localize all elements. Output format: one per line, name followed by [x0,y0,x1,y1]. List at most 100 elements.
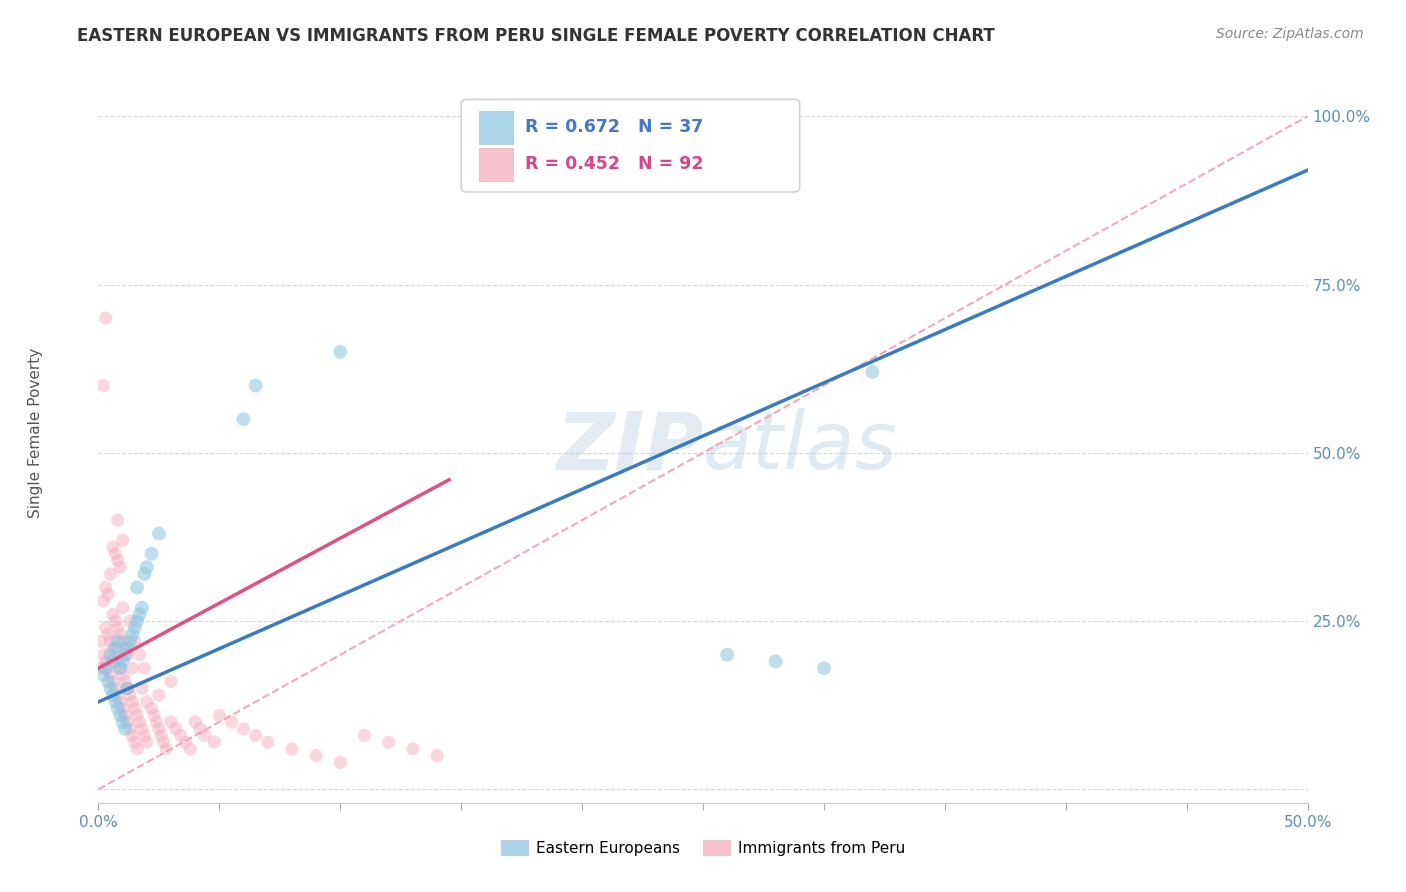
Point [155,742,177,756]
Point [426,748,449,763]
Point [148,688,170,702]
Point [111,533,134,548]
Point [121,729,143,743]
Point [107,701,129,715]
Point [128,607,150,622]
Point [305,748,328,763]
Point [329,756,352,770]
Point [100,668,122,682]
Point [108,627,131,641]
Point [135,695,157,709]
Point [117,681,139,696]
Point [111,668,134,682]
Point [131,600,153,615]
Text: EASTERN EUROPEAN VS IMMIGRANTS FROM PERU SINGLE FEMALE POVERTY CORRELATION CHART: EASTERN EUROPEAN VS IMMIGRANTS FROM PERU… [77,27,995,45]
Point [128,714,150,729]
Point [91,378,114,392]
Text: atlas: atlas [703,409,898,486]
Point [860,365,883,379]
FancyBboxPatch shape [461,99,800,192]
Point [104,547,127,561]
Point [117,681,139,696]
Point [118,634,141,648]
Point [114,722,136,736]
Point [100,634,122,648]
Text: ZIP: ZIP [555,409,703,486]
Point [117,640,139,655]
Point [813,661,835,675]
Text: R = 0.452   N = 92: R = 0.452 N = 92 [526,155,704,173]
Point [108,661,131,675]
Point [111,714,134,729]
Point [127,614,149,628]
Point [128,648,150,662]
Point [160,674,183,689]
Point [174,735,197,749]
Point [169,729,191,743]
Point [111,600,134,615]
Point [94,621,117,635]
Point [117,648,139,662]
Point [101,674,124,689]
Point [204,735,226,749]
Point [245,729,267,743]
Point [121,627,143,641]
Point [245,378,267,392]
Point [232,722,254,736]
Point [101,607,124,622]
Point [118,688,141,702]
Point [104,681,127,696]
Point [377,735,399,749]
Point [108,695,131,709]
Point [188,722,211,736]
Bar [479,147,513,181]
Point [108,708,131,723]
Point [101,655,124,669]
Bar [479,111,513,144]
Point [90,634,112,648]
Point [124,701,146,715]
Text: Source: ZipAtlas.com: Source: ZipAtlas.com [1216,27,1364,41]
Point [402,742,425,756]
Point [127,581,149,595]
Point [94,311,117,326]
Point [104,648,127,662]
Point [134,661,156,675]
Point [353,729,375,743]
Point [111,655,134,669]
Point [124,621,146,635]
Point [97,661,120,675]
Point [141,701,163,715]
Point [150,729,173,743]
Point [281,742,304,756]
Point [184,714,207,729]
Point [124,735,146,749]
Point [100,681,122,696]
Point [118,722,141,736]
Point [135,560,157,574]
Point [194,729,217,743]
Point [101,640,124,655]
Point [716,648,738,662]
Point [114,648,136,662]
Point [104,640,127,655]
Point [104,695,127,709]
Point [108,560,131,574]
Point [232,412,254,426]
Point [329,344,352,359]
Point [135,735,157,749]
Point [121,695,143,709]
Point [114,640,136,655]
Point [131,722,153,736]
Point [208,708,231,723]
Point [107,655,129,669]
Point [121,661,143,675]
Point [148,722,170,736]
Point [107,553,129,567]
Point [94,581,117,595]
Point [90,661,112,675]
Point [152,735,174,749]
Point [160,714,183,729]
Point [94,655,117,669]
Text: R = 0.672   N = 37: R = 0.672 N = 37 [526,118,703,136]
